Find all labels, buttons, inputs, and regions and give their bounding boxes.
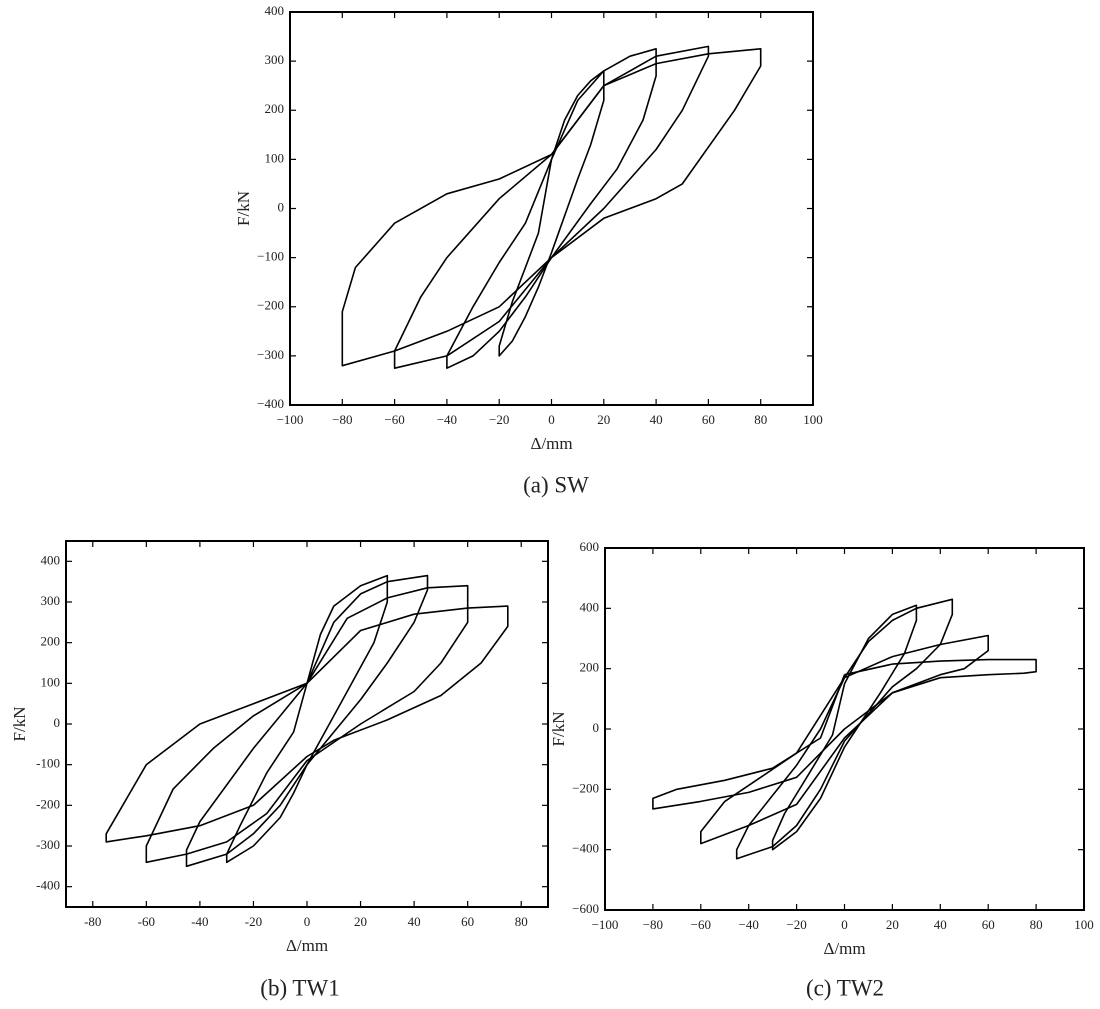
x-tick-label: 100 (803, 412, 823, 427)
hysteresis-loop (498, 70, 605, 357)
y-tick-label: 200 (580, 660, 600, 675)
y-tick-label: −400 (572, 841, 599, 856)
x-tick-label: 20 (354, 914, 367, 929)
y-tick-label: 300 (41, 593, 61, 608)
y-tick-label: 600 (580, 539, 600, 554)
x-tick-label: 20 (886, 917, 899, 932)
x-tick-label: −100 (277, 412, 304, 427)
y-tick-label: −600 (572, 901, 599, 916)
x-axis-label: Δ/mm (530, 434, 572, 453)
x-tick-label: −40 (437, 412, 457, 427)
y-tick-label: −200 (572, 780, 599, 795)
x-tick-label: 80 (515, 914, 528, 929)
hysteresis-loop (735, 598, 954, 860)
y-tick-label: 400 (41, 552, 61, 567)
y-tick-label: 100 (265, 150, 285, 165)
y-tick-label: 300 (265, 52, 285, 67)
x-tick-label: 60 (461, 914, 474, 929)
x-tick-label: −80 (643, 917, 663, 932)
y-axis-label: F/kN (10, 707, 29, 742)
y-axis-label: F/kN (549, 712, 568, 747)
hysteresis-loop (700, 634, 989, 845)
x-tick-label: -40 (191, 914, 208, 929)
y-tick-label: -200 (36, 796, 60, 811)
x-tick-label: −20 (786, 917, 806, 932)
y-tick-label: −400 (257, 396, 284, 411)
x-axis-label: Δ/mm (823, 939, 865, 958)
caption: (b) TW1 (260, 975, 339, 1000)
hysteresis-loop (393, 45, 710, 369)
y-tick-label: 400 (580, 599, 600, 614)
caption: (a) SW (523, 472, 589, 497)
x-axis-label: Δ/mm (286, 936, 328, 955)
x-tick-label: -20 (245, 914, 262, 929)
x-tick-label: 40 (934, 917, 947, 932)
x-tick-label: 0 (841, 917, 848, 932)
x-tick-label: -60 (138, 914, 155, 929)
y-tick-label: -100 (36, 756, 60, 771)
y-tick-label: 100 (41, 674, 61, 689)
x-tick-label: 40 (650, 412, 663, 427)
y-tick-label: 400 (265, 3, 285, 18)
y-tick-label: 0 (54, 715, 61, 730)
hysteresis-loop (145, 584, 469, 864)
y-axis-label: F/kN (234, 191, 253, 226)
caption: (c) TW2 (806, 975, 884, 1000)
x-tick-label: 60 (702, 412, 715, 427)
plot-frame (65, 540, 549, 908)
hysteresis-loop (652, 658, 1037, 810)
x-tick-label: 80 (1030, 917, 1043, 932)
x-tick-label: −40 (739, 917, 759, 932)
y-tick-label: 0 (593, 720, 600, 735)
y-tick-label: -400 (36, 878, 60, 893)
x-tick-label: -80 (84, 914, 101, 929)
x-tick-label: −20 (489, 412, 509, 427)
y-tick-label: 200 (41, 634, 61, 649)
y-tick-label: −100 (257, 249, 284, 264)
hysteresis-loop (771, 604, 918, 851)
plot-frame (289, 11, 814, 406)
x-tick-label: 0 (304, 914, 311, 929)
x-tick-label: −60 (384, 412, 404, 427)
y-tick-label: 0 (278, 199, 285, 214)
x-tick-label: 100 (1074, 917, 1094, 932)
y-tick-label: 200 (265, 101, 285, 116)
x-tick-label: 40 (408, 914, 421, 929)
x-tick-label: 60 (982, 917, 995, 932)
y-tick-label: -300 (36, 837, 60, 852)
hysteresis-loop (341, 48, 762, 367)
x-tick-label: −80 (332, 412, 352, 427)
hysteresis-loop (185, 574, 429, 868)
x-tick-label: 0 (548, 412, 555, 427)
x-tick-label: 20 (597, 412, 610, 427)
x-tick-label: −60 (691, 917, 711, 932)
y-tick-label: −300 (257, 347, 284, 362)
x-tick-label: −100 (592, 917, 619, 932)
hysteresis-loop (105, 605, 509, 843)
hysteresis-loop (446, 48, 657, 369)
x-tick-label: 80 (754, 412, 767, 427)
hysteresis-loop (225, 574, 389, 864)
y-tick-label: −200 (257, 298, 284, 313)
